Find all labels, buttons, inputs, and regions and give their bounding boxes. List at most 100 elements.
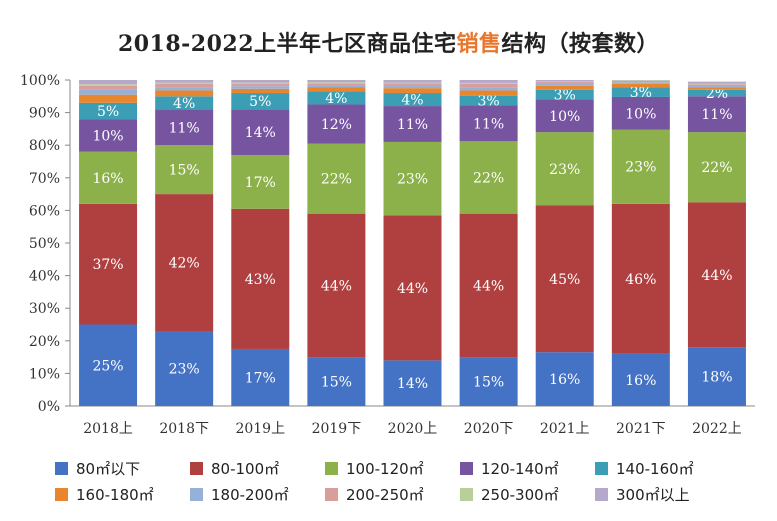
bar-segment: [155, 90, 214, 97]
bar-segment: [383, 83, 442, 86]
legend-swatch: [460, 488, 473, 501]
legend-label: 100-120㎡: [346, 460, 424, 478]
legend-item: 160-180㎡: [55, 484, 154, 505]
data-label: 17%: [245, 175, 276, 191]
x-tick-label: 2020上: [388, 421, 438, 437]
legend-label: 160-180㎡: [76, 486, 154, 504]
data-label: 15%: [473, 375, 504, 391]
bar-segment: [687, 85, 746, 88]
bar-segment: [307, 82, 366, 84]
data-label: 3%: [478, 94, 500, 110]
legend-swatch: [190, 462, 203, 475]
data-label: 16%: [92, 171, 123, 187]
legend-swatch: [55, 488, 68, 501]
legend-item: 140-160㎡: [595, 458, 694, 479]
bar-segment: [383, 93, 442, 107]
bar-segment: [383, 88, 442, 94]
bar-segment: [687, 89, 746, 97]
data-label: 16%: [549, 372, 580, 388]
data-label: 45%: [549, 272, 580, 288]
data-label: 18%: [701, 370, 732, 386]
x-tick-label: 2022上: [692, 421, 742, 437]
legend-swatch: [595, 488, 608, 501]
bar-segment: [231, 93, 290, 110]
bar-segment: [459, 95, 518, 106]
x-tick-label: 2021上: [540, 421, 590, 437]
legend-label: 120-140㎡: [481, 460, 559, 478]
bar-segment: [459, 213, 518, 358]
chart-title-suffix: 结构（按套数）: [501, 31, 660, 57]
bar-segment: [459, 83, 518, 88]
bar-segment: [231, 83, 290, 87]
data-label: 11%: [397, 117, 428, 133]
data-label: 43%: [245, 272, 276, 288]
data-label: 44%: [321, 278, 352, 294]
data-label: 16%: [625, 373, 656, 389]
bar-segment: [79, 80, 138, 85]
data-label: 44%: [397, 281, 428, 297]
legend-swatch: [460, 462, 473, 475]
data-label: 2%: [706, 86, 728, 102]
legend-item: 300㎡以上: [595, 484, 690, 505]
legend-swatch: [55, 462, 68, 475]
data-label: 22%: [701, 160, 732, 176]
bar-segment: [535, 83, 594, 86]
bar-segment: [459, 105, 518, 142]
legend-swatch: [595, 462, 608, 475]
bar-segment: [535, 80, 594, 82]
bar-segment: [611, 83, 670, 88]
bar-segment: [611, 80, 670, 81]
data-label: 3%: [554, 88, 576, 104]
y-tick-label: 30%: [29, 301, 60, 317]
legend-item: 250-300㎡: [460, 484, 559, 505]
data-label: 11%: [473, 116, 504, 132]
bar-segment: [611, 96, 670, 130]
bar-segment: [459, 90, 518, 96]
data-label: 11%: [169, 120, 200, 136]
bar-segment: [231, 348, 290, 406]
bar-segment: [79, 84, 138, 86]
bar-segment: [687, 84, 746, 86]
bar-segment: [687, 202, 746, 348]
legend-swatch: [190, 488, 203, 501]
y-tick-label: 20%: [29, 334, 60, 350]
data-label: 22%: [473, 170, 504, 186]
bar-segment: [307, 104, 366, 144]
data-label: 10%: [625, 106, 656, 122]
bar-segment: [687, 347, 746, 406]
chart-title-prefix: 2018-2022上半年七区商品住宅: [117, 31, 457, 57]
bar-segment: [155, 96, 214, 110]
data-label: 14%: [245, 125, 276, 141]
data-label: 5%: [97, 104, 119, 120]
data-label: 15%: [169, 163, 200, 179]
y-tick-label: 50%: [29, 236, 60, 252]
legend-label: 200-250㎡: [346, 486, 424, 504]
bar-segment: [307, 85, 366, 88]
bar-segment: [535, 89, 594, 100]
data-label: 12%: [321, 117, 352, 133]
bar-segment: [307, 87, 366, 92]
bar-segment: [307, 80, 366, 83]
y-tick-label: 70%: [29, 171, 60, 187]
data-label: 23%: [397, 172, 428, 188]
bar-segment: [79, 324, 138, 406]
bar-segment: [383, 141, 442, 216]
bar-segment: [155, 82, 214, 84]
bar-segment: [383, 215, 442, 361]
bar-segment: [307, 357, 366, 406]
data-label: 44%: [701, 268, 732, 284]
data-label: 5%: [249, 94, 271, 110]
x-tick-label: 2019上: [235, 421, 285, 437]
bar-segment: [535, 81, 594, 84]
bar-segment: [307, 83, 366, 86]
bar-segment: [307, 143, 366, 214]
legend-item: 100-120㎡: [325, 458, 424, 479]
data-label: 42%: [169, 256, 200, 272]
data-label: 4%: [325, 91, 347, 107]
legend-item: 200-250㎡: [325, 484, 424, 505]
data-label: 10%: [92, 128, 123, 144]
bar-segment: [535, 132, 594, 206]
bar-segment: [155, 80, 214, 83]
